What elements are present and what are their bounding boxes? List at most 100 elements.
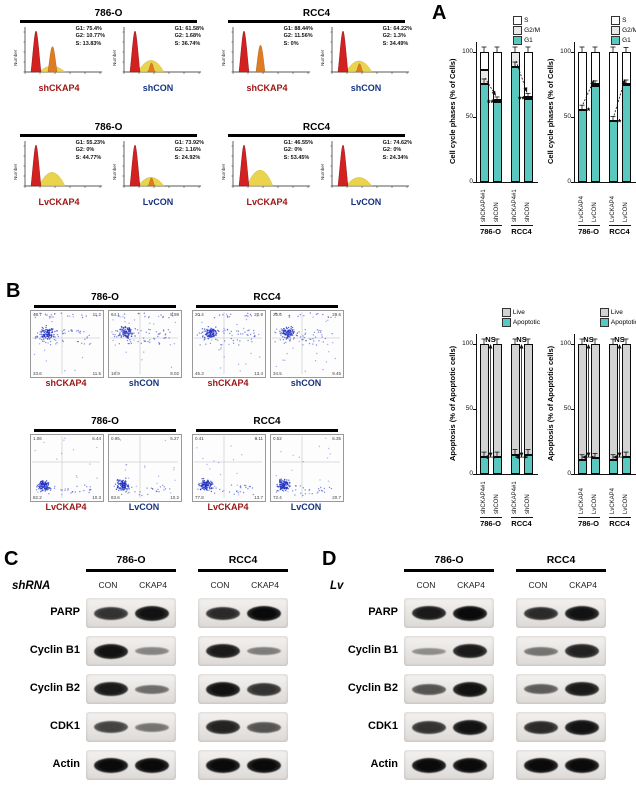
blot-image <box>198 636 288 666</box>
cell-line-header: RCC4 <box>253 292 281 303</box>
flow-cytometry-histogram: Number G1: 74.62% G2: 0% S: 24.34% <box>319 138 413 198</box>
legend-item: G2/M <box>513 26 540 35</box>
cell-line-underline <box>20 134 197 137</box>
quadrant-value: 45.3 <box>195 371 204 376</box>
legend-item: S <box>513 16 540 25</box>
svg-text:**: ** <box>518 95 526 105</box>
quadrant-value: 11.2 <box>92 312 101 317</box>
stat-line: G1: 55.23% <box>75 140 105 146</box>
blot-band <box>453 605 487 621</box>
blot-band <box>565 682 599 696</box>
bar-segment-Apoptotic <box>621 457 631 474</box>
group-label: RCC4 <box>511 227 532 236</box>
flow-cytometry-histogram: Number G1: 75.4% G2: 10.77% S: 13.83% <box>12 24 106 84</box>
group-bracket <box>479 225 502 226</box>
histogram-stats: G1: 74.62% G2: 0% S: 24.34% <box>383 140 412 162</box>
group-label: 786-O <box>480 519 501 528</box>
group-bracket <box>510 225 533 226</box>
protein-label: Actin <box>370 758 399 770</box>
y-tick-label: 50 <box>465 405 473 412</box>
x-category-label: shCKAP4#1 <box>512 481 518 514</box>
blot-band <box>524 684 558 694</box>
x-category-label: shCON <box>494 494 500 514</box>
quadrant-value: 13.7 <box>254 495 263 500</box>
blot-image <box>404 636 494 666</box>
plot-name-label: LvCON <box>350 197 382 207</box>
lane-label: CKAP4 <box>569 580 597 590</box>
legend-item: G1 <box>513 36 540 45</box>
svg-text:*: * <box>587 106 591 116</box>
x-category-label: LvCKAP4 <box>579 195 585 222</box>
y-tick-label: 100 <box>560 48 571 55</box>
quadrant-value: 26.6 <box>273 312 282 317</box>
y-tick <box>571 344 574 345</box>
group-bracket <box>608 225 631 226</box>
flow-cytometry-histogram: Number G1: 61.58% G2: 1.68% S: 36.74% <box>111 24 205 84</box>
bar-segment-G1 <box>577 110 587 182</box>
quadrant-value: 10.3 <box>92 495 101 500</box>
legend-swatch <box>513 16 523 25</box>
stat-line: G2: 0% <box>283 147 303 154</box>
blot-image <box>86 750 176 780</box>
quadrant-value: 8.02 <box>170 371 179 376</box>
legend-item: Apoptotic <box>501 318 540 327</box>
protein-label: Actin <box>52 758 81 770</box>
cell-line-header: 786-O <box>91 416 119 427</box>
quadrant-value: 0.41 <box>195 436 204 441</box>
x-category-label: shCON <box>525 494 531 514</box>
blot-band <box>247 605 281 621</box>
blot-band <box>565 719 599 735</box>
stat-line: G2: 1.16% <box>174 147 201 154</box>
plot-name-label: shCON <box>350 83 382 93</box>
apoptosis-chart-sh: Apoptosis (% of Apoptotic cells) Live Apop… <box>448 308 540 530</box>
blot-band <box>412 683 446 695</box>
protein-label: Cyclin B2 <box>29 682 80 694</box>
y-axis <box>574 42 575 182</box>
quadrant-value: 11.5 <box>92 371 101 376</box>
x-category-label: shCKAP4#1 <box>512 189 518 222</box>
blot-image <box>198 750 288 780</box>
svg-text:NS: NS <box>516 335 526 344</box>
bar-segment-Apoptotic <box>523 454 533 474</box>
cell-line-underline <box>198 569 288 572</box>
flow-cytometry-scatterplot: 26.6 29.6 34.5 9.45 <box>270 310 344 378</box>
y-axis <box>476 42 477 182</box>
blot-band <box>453 719 487 735</box>
cell-cycle-chart-sh: Cell cycle phases (% of Cells) S G2/M G1 0 50… <box>448 16 540 238</box>
construct-label: shRNA <box>12 580 51 592</box>
legend-label: S <box>524 17 529 24</box>
svg-text:NS: NS <box>485 335 495 344</box>
cell-line-underline <box>34 305 176 308</box>
stat-line: G2: 0% <box>382 147 402 154</box>
legend-label: G1 <box>622 37 631 44</box>
blot-image <box>86 674 176 704</box>
blot-band <box>565 644 599 658</box>
stat-line: G1: 88.44% <box>283 26 313 32</box>
bar-segment-Apoptotic <box>577 459 587 474</box>
y-tick <box>571 182 574 183</box>
blot-band <box>94 643 128 659</box>
y-axis <box>476 334 477 474</box>
y-tick-label: 100 <box>462 48 473 55</box>
cell-line-underline <box>86 569 176 572</box>
stat-line: G2: 10.77% <box>75 33 105 40</box>
cell-line-header: RCC4 <box>228 554 258 566</box>
quadrant-value: 8.11 <box>254 436 263 441</box>
cell-line-underline <box>20 20 197 23</box>
svg-text:Number: Number <box>320 49 325 66</box>
x-category-label: shCON <box>494 202 500 222</box>
x-axis <box>574 182 636 183</box>
bar-segment-Apoptotic <box>608 459 618 474</box>
cell-line-header: RCC4 <box>302 8 331 19</box>
x-category-label: shCON <box>525 202 531 222</box>
blot-band <box>206 681 240 697</box>
x-category-label: LvCKAP4 <box>610 195 616 222</box>
group-bracket <box>577 517 600 518</box>
bar-segment-G1 <box>523 98 533 182</box>
blot-image <box>198 598 288 628</box>
lane-label: CKAP4 <box>457 580 485 590</box>
flow-cytometry-scatterplot: 43.7 11.2 33.6 11.5 <box>30 310 104 378</box>
y-tick <box>571 52 574 53</box>
x-category-label: LvCON <box>623 494 629 514</box>
